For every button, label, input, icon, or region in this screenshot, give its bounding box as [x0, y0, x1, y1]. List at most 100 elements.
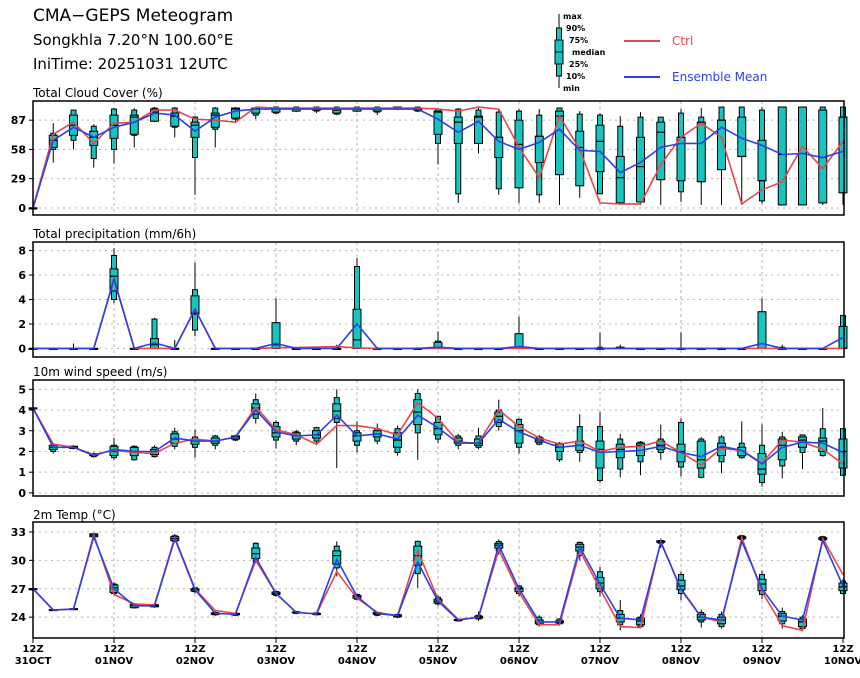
- ensemble-box: [575, 414, 585, 462]
- ensemble-box: [777, 431, 787, 479]
- box-p10-p90: [576, 426, 583, 454]
- ensemble-box: [433, 331, 443, 350]
- box-p25-p75: [514, 119, 524, 189]
- ensemble-box: [676, 109, 686, 202]
- ensemble-box: [453, 108, 463, 203]
- temp-title: 2m Temp (°C): [33, 508, 116, 522]
- x-tick-hour: 12Z: [589, 644, 610, 655]
- x-tick-date: 05NOV: [419, 656, 458, 667]
- x-tick-date: 08NOV: [662, 656, 701, 667]
- ensemble-box: [777, 106, 787, 206]
- y-tick-label: 0: [18, 342, 26, 355]
- cloud-frame: [32, 100, 845, 216]
- ensemble-box: [514, 316, 524, 350]
- box-p25-p75: [615, 155, 625, 204]
- x-tick-date: 07NOV: [581, 656, 620, 667]
- ensemble-box: [838, 314, 848, 350]
- box-p25-p75: [352, 308, 362, 349]
- ensemble-box: [717, 106, 726, 205]
- box-p25-p75: [129, 114, 139, 135]
- legend-box-label: min: [563, 84, 580, 93]
- box-p25-p75: [636, 136, 645, 203]
- y-tick-label: 4: [18, 294, 26, 307]
- y-tick-label: 2: [18, 445, 26, 458]
- box-p25-p75: [190, 295, 200, 315]
- ensemble-box: [757, 424, 767, 487]
- precip-title: Total precipitation (mm/6h): [32, 227, 196, 241]
- ensemble-box: [757, 298, 767, 350]
- ensemble-box: [109, 248, 119, 304]
- ensemble-box: [615, 116, 625, 205]
- legend-box-label: 75%: [569, 36, 588, 45]
- y-tick-label: 2: [18, 318, 26, 331]
- ensemble-box: [838, 579, 848, 595]
- cloud-mean-line: [32, 108, 844, 209]
- ensemble-box: [696, 108, 706, 205]
- box-p25-p75: [474, 115, 483, 144]
- y-tick-label: 33: [11, 526, 26, 539]
- y-tick-label: 8: [18, 245, 26, 258]
- box-p25-p75: [595, 440, 605, 469]
- temp-panel: 2m Temp (°C) 24 27 30 33: [11, 508, 848, 639]
- ensemble-box: [190, 429, 200, 458]
- y-tick-label: 0: [18, 487, 26, 500]
- legend-box-label: max: [563, 12, 583, 21]
- cloud-ctrl-line: [32, 106, 844, 209]
- x-tick-hour: 12Z: [751, 644, 772, 655]
- cloud-panel: Total Cloud Cover (%) 0 29 58 87: [11, 86, 848, 216]
- legend-box-label: median: [572, 48, 606, 57]
- ensemble-box: [352, 257, 362, 349]
- ensemble-box: [696, 436, 706, 479]
- ensemble-box: [210, 107, 220, 148]
- box-p25-p75: [777, 106, 787, 206]
- x-tick-hour: 12Z: [346, 644, 367, 655]
- ensemble-box: [109, 108, 119, 164]
- ensemble-box: [595, 412, 605, 483]
- x-tick-hour: 12Z: [670, 644, 691, 655]
- x-tick-date: 31OCT: [15, 656, 52, 667]
- x-tick-hour: 12Z: [832, 644, 853, 655]
- ensemble-box: [413, 389, 423, 460]
- ensemble-box: [89, 124, 99, 168]
- legend-ctrl-label: Ctrl: [672, 34, 693, 48]
- wind-ctrl-line: [32, 401, 844, 466]
- ensemble-box: [798, 434, 807, 470]
- legend: max 90% 75% median 25% 10% min Ctrl Ensemble Mea…: [554, 12, 767, 93]
- box-p25-p75: [838, 116, 848, 194]
- y-tick-label: 4: [18, 404, 26, 417]
- ensemble-box: [717, 434, 726, 474]
- ensemble-box: [271, 420, 281, 449]
- x-tick-hour: 12Z: [427, 644, 448, 655]
- precip-mean-line: [33, 275, 844, 350]
- box-p25-p75: [777, 438, 787, 461]
- y-tick-label: 3: [18, 425, 26, 438]
- x-tick-hour: 12Z: [103, 644, 124, 655]
- x-tick-date: 03NOV: [257, 656, 296, 667]
- ensemble-box: [615, 433, 625, 478]
- box-p25-p75: [798, 106, 807, 206]
- y-tick-label: 27: [11, 583, 26, 596]
- x-tick-hour: 12Z: [22, 644, 43, 655]
- box-p10-p90: [455, 108, 462, 195]
- y-tick-label: 24: [11, 611, 27, 624]
- wind-panel: 10m wind speed (m/s) 0 1 2 3 4 5: [18, 365, 848, 500]
- box-p25-p75: [170, 112, 180, 127]
- wind-mean-line: [32, 407, 844, 465]
- y-tick-label: 5: [18, 383, 26, 396]
- legend-box-label: 10%: [566, 72, 585, 81]
- y-tick-label: 87: [11, 114, 26, 127]
- wind-title: 10m wind speed (m/s): [33, 365, 167, 379]
- ensemble-box: [595, 566, 605, 597]
- x-tick-date: 02NOV: [176, 656, 215, 667]
- y-tick-label: 58: [11, 143, 26, 156]
- ensemble-box: [190, 262, 200, 337]
- y-tick-label: 30: [11, 554, 27, 567]
- chart-title: CMA−GEPS Meteogram: [33, 6, 234, 26]
- x-tick-date: 09NOV: [743, 656, 782, 667]
- temp-mean-line: [32, 534, 844, 623]
- cloud-title: Total Cloud Cover (%): [32, 86, 163, 100]
- box-p25-p75: [696, 121, 706, 183]
- ensemble-box: [838, 106, 848, 205]
- ensemble-box: [393, 425, 402, 456]
